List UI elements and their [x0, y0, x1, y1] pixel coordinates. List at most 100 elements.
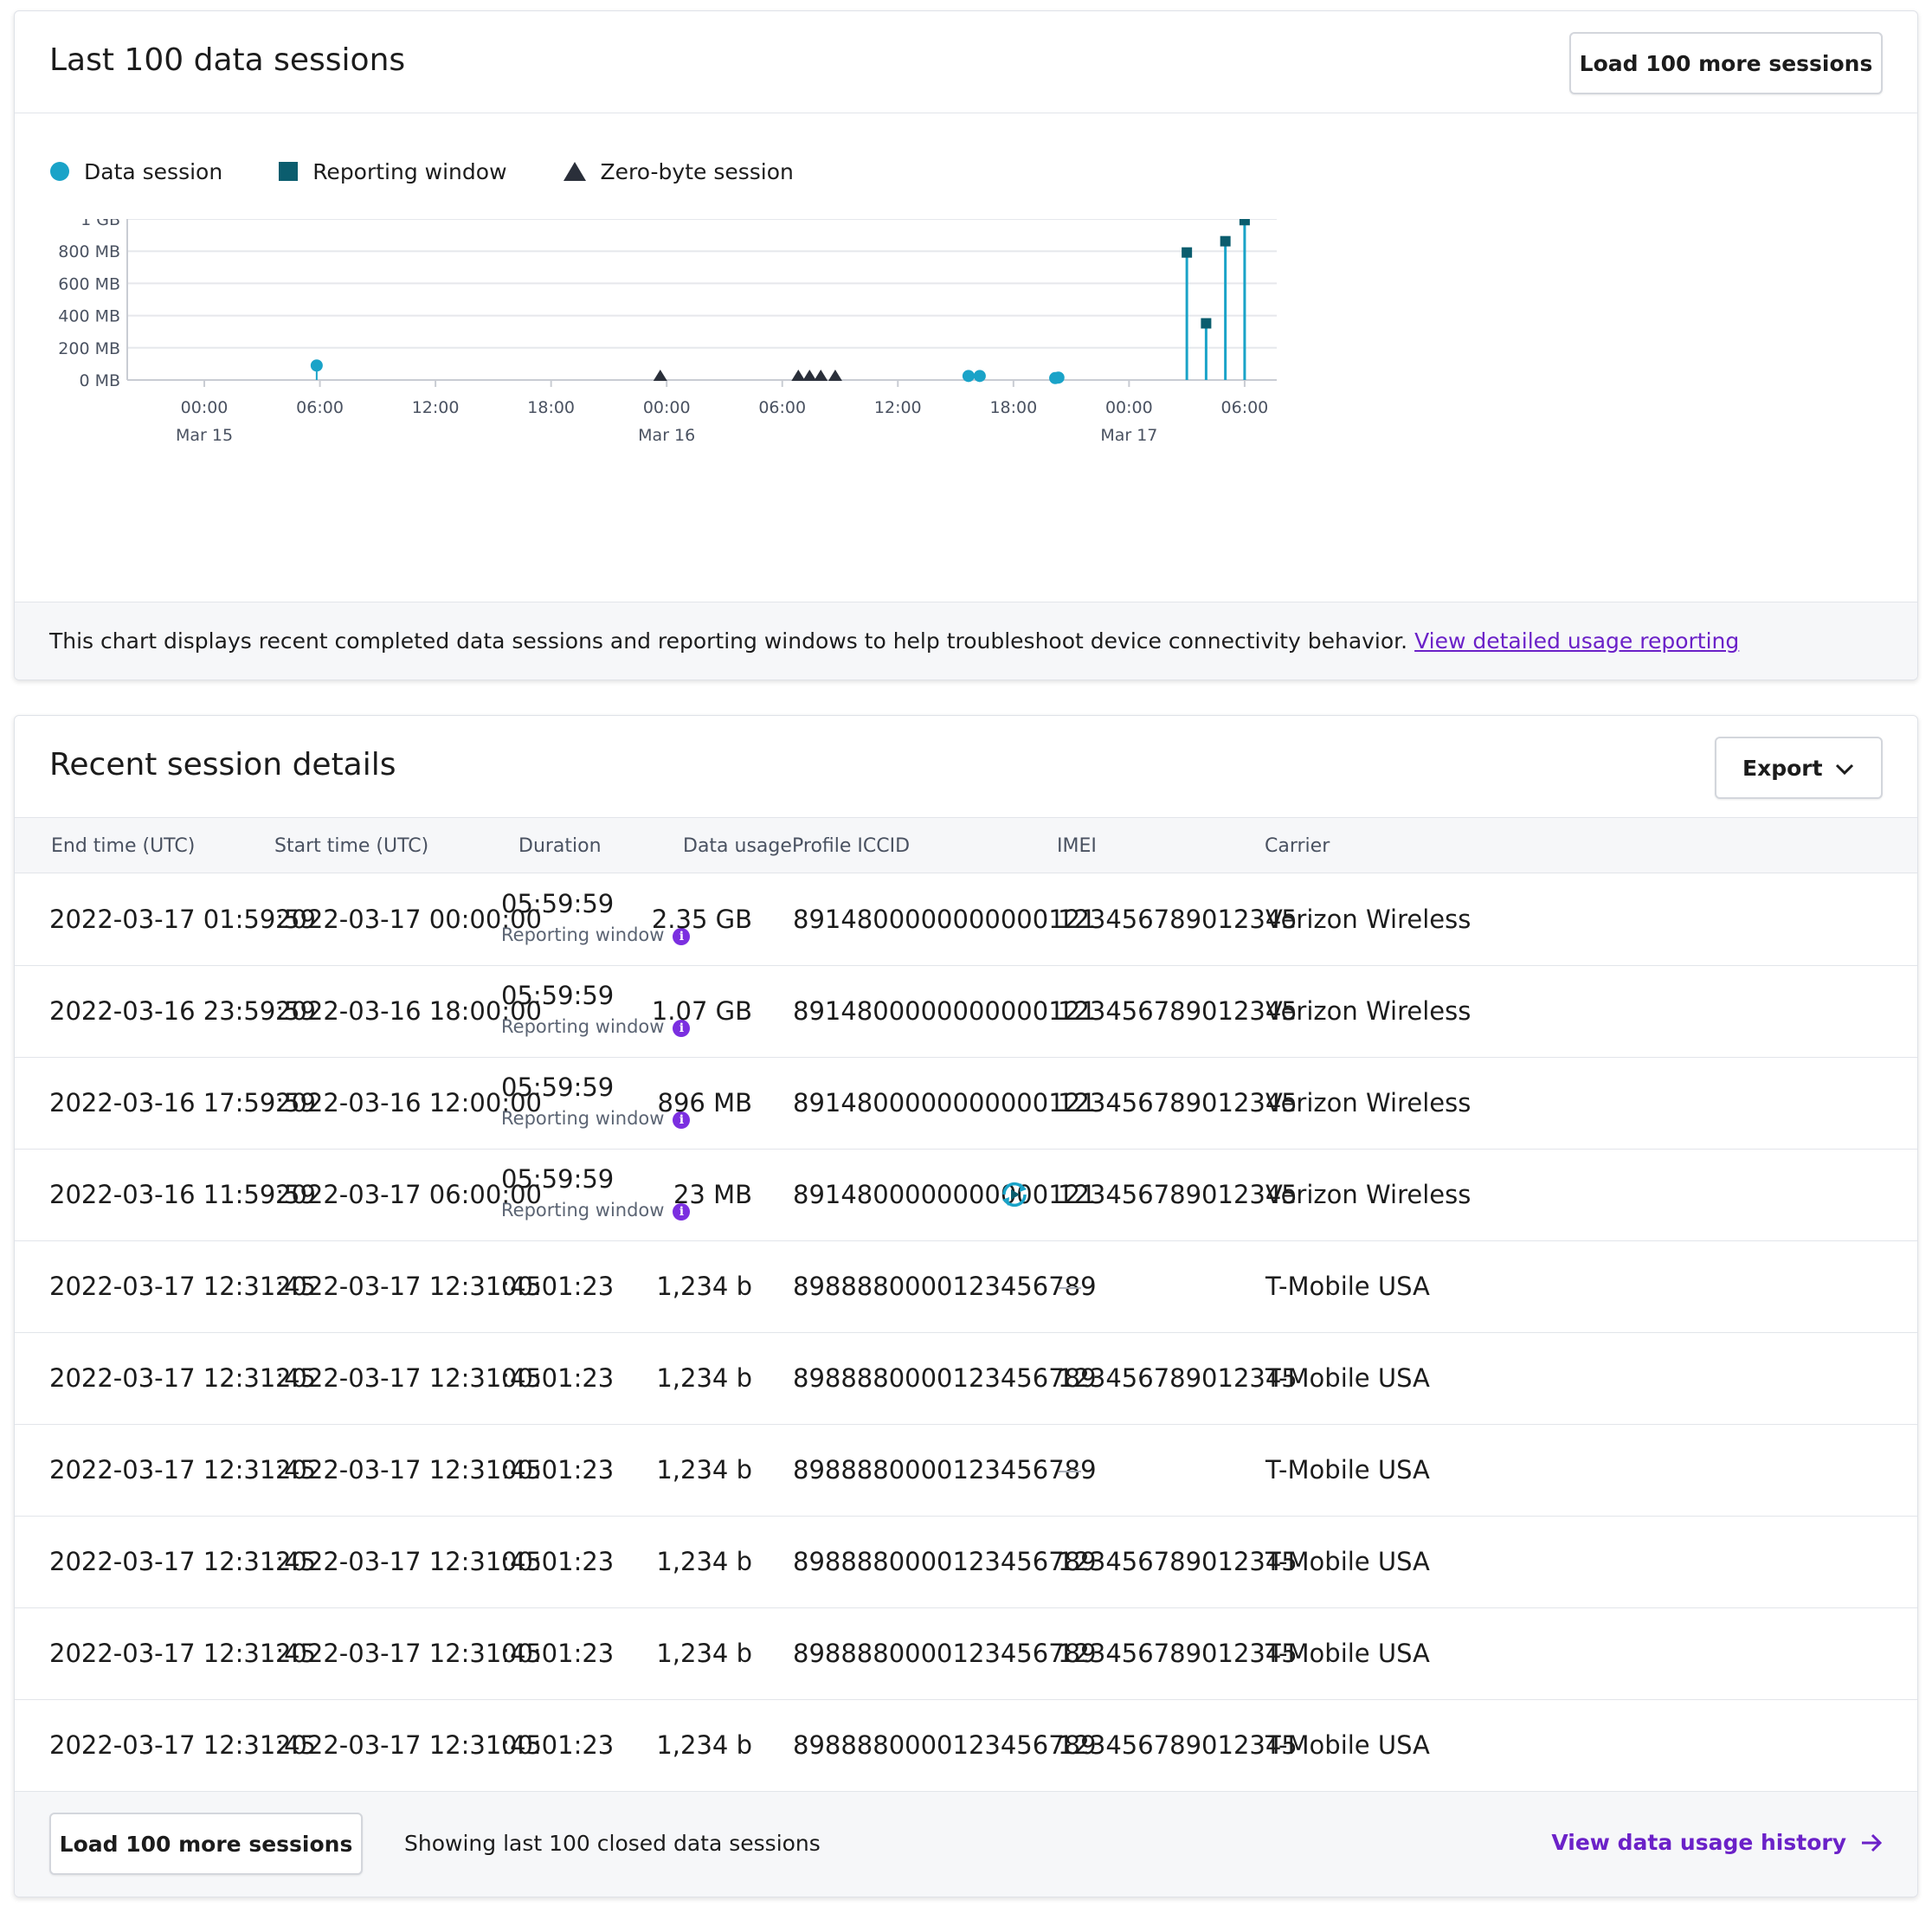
chart-legend: Data session Reporting window Zero-byte …	[49, 154, 849, 189]
zero-byte-session-point[interactable]	[791, 370, 806, 381]
data-usage-cell: 23 MB	[673, 1180, 752, 1209]
view-detailed-usage-link[interactable]: View detailed usage reporting	[1414, 628, 1740, 654]
start-time-cell: 2022-03-17 12:31:45	[275, 1730, 542, 1760]
x-tick-date-label: Mar 17	[1100, 426, 1157, 445]
table-row[interactable]: 2022-03-17 12:31:45 2022-03-17 12:31:45 00…	[15, 1241, 1917, 1333]
duration-cell: 05:59:59	[501, 889, 615, 918]
imei-cell: 123456789012345	[1058, 1639, 1298, 1668]
zero-byte-session-point[interactable]	[802, 370, 817, 381]
arrow-right-icon	[1862, 1833, 1883, 1852]
column-header-start-time[interactable]: Start time (UTC)	[274, 835, 429, 857]
duration-cell: 00:01:23	[501, 1455, 615, 1485]
reporting-window-point[interactable]	[1182, 247, 1193, 258]
profile-iccid-cell: 8988880000123456789	[793, 1455, 1097, 1485]
chart-marks[interactable]	[310, 219, 1250, 384]
start-time-cell: 2022-03-17 12:31:45	[275, 1363, 542, 1393]
profile-switch-icon[interactable]	[1000, 1180, 1029, 1209]
profile-iccid-cell: 8988880000123456789	[793, 1730, 1097, 1760]
reporting-window-point[interactable]	[1239, 219, 1250, 226]
chart-plot-area: 0 MB 200 MB 400 MB 600 MB 800 MB 1 GB 00:00 Mar…	[58, 219, 1277, 445]
y-tick-label: 200 MB	[58, 339, 120, 358]
end-time-cell: 2022-03-16 17:59:59	[49, 1088, 316, 1118]
reporting-window-point[interactable]	[1201, 318, 1212, 329]
data-session-point[interactable]	[973, 370, 986, 383]
carrier-cell: T-Mobile USA	[1265, 1730, 1430, 1760]
chart-card-title: Last 100 data sessions	[49, 42, 406, 78]
end-time-cell: 2022-03-17 12:31:45	[49, 1363, 316, 1393]
y-tick-label: 600 MB	[58, 274, 120, 293]
imei-cell: 123456789012345	[1058, 996, 1298, 1026]
x-tick-date-label: Mar 15	[176, 426, 233, 445]
data-session-point[interactable]	[1052, 371, 1065, 384]
table-row[interactable]: 2022-03-16 17:59:59 2022-03-16 12:00:00 05…	[15, 1058, 1917, 1150]
table-row[interactable]: 2022-03-16 23:59:59 2022-03-16 18:00:00 05…	[15, 966, 1917, 1058]
carrier-cell: T-Mobile USA	[1265, 1547, 1430, 1576]
table-card-header: Recent session details Export	[15, 716, 1917, 818]
column-header-imei[interactable]: IMEI	[1057, 835, 1097, 857]
chart-grid	[126, 219, 1277, 381]
start-time-cell: 2022-03-17 12:31:45	[275, 1455, 542, 1485]
legend-item-data-session[interactable]: Data session	[49, 159, 222, 184]
legend-label: Data session	[84, 158, 223, 184]
column-header-profile-iccid[interactable]: Profile ICCID	[792, 835, 911, 857]
reporting-window-point[interactable]	[1220, 235, 1231, 247]
end-time-cell: 2022-03-17 12:31:45	[49, 1455, 316, 1485]
info-icon[interactable]: i	[673, 1203, 691, 1221]
legend-label: Reporting window	[312, 158, 507, 184]
data-sessions-chart-card: Last 100 data sessions Load 100 more ses…	[14, 10, 1918, 680]
x-tick-label: 06:00	[1221, 398, 1269, 417]
info-icon[interactable]: i	[673, 1111, 691, 1129]
load-more-sessions-button-bottom[interactable]: Load 100 more sessions	[49, 1813, 363, 1875]
data-usage-cell: 896 MB	[657, 1088, 753, 1118]
legend-item-zero-byte-session[interactable]: Zero-byte session	[563, 159, 794, 184]
duration-cell: 05:59:59	[501, 1164, 615, 1194]
zero-byte-session-point[interactable]	[828, 370, 842, 381]
history-link-label: View data usage history	[1551, 1830, 1846, 1855]
table-row[interactable]: 2022-03-17 12:31:45 2022-03-17 12:31:45 00…	[15, 1517, 1917, 1608]
x-tick-label: 06:00	[296, 398, 344, 417]
column-header-end-time[interactable]: End time (UTC)	[51, 835, 196, 857]
table-row[interactable]: 2022-03-17 12:31:45 2022-03-17 12:31:45 00…	[15, 1333, 1917, 1425]
carrier-cell: Verizon Wireless	[1265, 905, 1472, 934]
table-row[interactable]: 2022-03-17 01:59:59 2022-03-17 00:00:00 05…	[15, 874, 1917, 966]
view-data-usage-history-link[interactable]: View data usage history	[1551, 1830, 1883, 1855]
profile-iccid-cell: 8988880000123456789	[793, 1547, 1097, 1576]
load-more-sessions-button[interactable]: Load 100 more sessions	[1569, 32, 1883, 94]
x-tick-label: 12:00	[412, 398, 460, 417]
duration-subtext-label: Reporting window	[501, 1108, 665, 1129]
table-row[interactable]: 2022-03-16 11:59:59 2022-03-17 06:00:00 05…	[15, 1150, 1917, 1241]
duration-cell: 00:01:23	[501, 1272, 615, 1301]
data-usage-cell: 1.07 GB	[651, 996, 752, 1026]
table-row[interactable]: 2022-03-17 12:31:45 2022-03-17 12:31:45 00…	[15, 1700, 1917, 1792]
x-axis-ticks: 00:00 Mar 15 06:00 12:00 18:00 00:00 Mar 16 06:…	[176, 380, 1268, 445]
zero-byte-session-point[interactable]	[814, 370, 828, 381]
table-row[interactable]: 2022-03-17 12:31:45 2022-03-17 12:31:45 00…	[15, 1608, 1917, 1700]
data-session-point[interactable]	[962, 370, 975, 383]
carrier-cell: T-Mobile USA	[1265, 1272, 1430, 1301]
table-row[interactable]: 2022-03-17 12:31:45 2022-03-17 12:31:45 00…	[15, 1425, 1917, 1517]
column-header-data-usage[interactable]: Data usage	[683, 835, 792, 857]
x-tick-label: 00:00	[181, 398, 229, 417]
profile-iccid-cell: 8988880000123456789	[793, 1363, 1097, 1393]
duration-cell: 00:01:23	[501, 1730, 615, 1760]
sessions-status-text: Showing last 100 closed data sessions	[404, 1831, 821, 1856]
duration-subtext: Reporting window i	[501, 1200, 691, 1221]
data-usage-cell: 2.35 GB	[651, 905, 752, 934]
column-header-carrier[interactable]: Carrier	[1265, 835, 1330, 857]
zero-byte-session-point[interactable]	[653, 370, 667, 381]
info-icon[interactable]: i	[673, 928, 691, 945]
profile-iccid-cell: 8914800000000000121	[793, 996, 1097, 1026]
info-icon[interactable]: i	[673, 1020, 691, 1037]
legend-item-reporting-window[interactable]: Reporting window	[278, 158, 507, 184]
circle-icon	[50, 162, 69, 181]
profile-iccid-cell: 8988880000123456789	[793, 1272, 1097, 1301]
imei-cell: 123456789012345	[1058, 1730, 1298, 1760]
imei-cell: 123456789012345	[1058, 905, 1298, 934]
table-footer: Load 100 more sessions Showing last 100 …	[15, 1791, 1917, 1897]
column-header-duration[interactable]: Duration	[518, 835, 602, 857]
end-time-cell: 2022-03-17 12:31:45	[49, 1547, 316, 1576]
data-session-point[interactable]	[310, 359, 323, 372]
start-time-cell: 2022-03-17 12:31:45	[275, 1272, 542, 1301]
imei-cell: 123456789012345	[1058, 1088, 1298, 1118]
export-dropdown-button[interactable]: Export	[1715, 737, 1883, 799]
